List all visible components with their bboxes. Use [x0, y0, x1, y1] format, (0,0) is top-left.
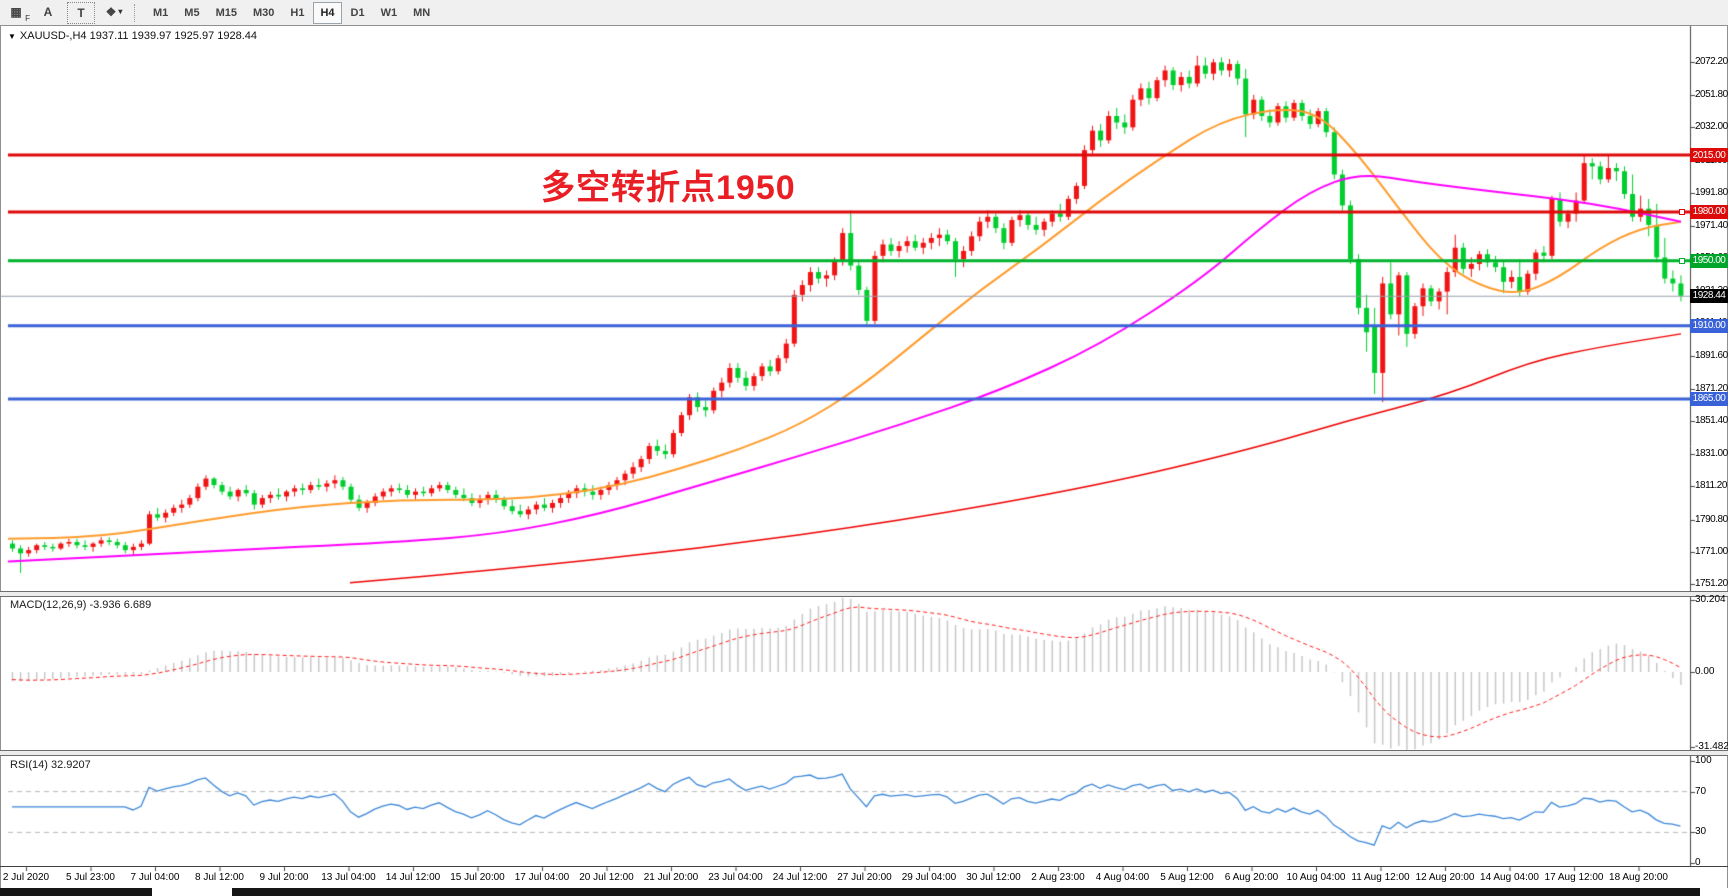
price-tick-label: 1871.20 [1695, 382, 1728, 394]
symbol-ohlc-text: XAUUSD-,H4 1937.11 1939.97 1925.97 1928.… [19, 30, 258, 42]
pane-separator-macd[interactable] [0, 591, 1728, 597]
rsi-indicator-label: RSI(14) 32.9207 [10, 759, 91, 771]
price-level-badge: 1910.00 [1690, 318, 1728, 333]
price-level-badge: 2015.00 [1690, 148, 1728, 162]
price-tick-label: 1771.00 [1695, 545, 1728, 557]
price-tick-label: 1991.80 [1695, 186, 1728, 198]
pane-separator-rsi[interactable] [0, 750, 1728, 756]
price-tick-label: 1831.00 [1695, 448, 1728, 460]
taskbar-segment [232, 888, 1700, 896]
rsi-axis-label: 0 [1695, 857, 1701, 868]
price-tick-label: 1751.20 [1695, 577, 1728, 589]
time-axis-label: 8 Jul 12:00 [195, 872, 244, 883]
price-tick-label: 1811.20 [1695, 480, 1727, 492]
time-axis-label: 12 Aug 20:00 [1415, 872, 1475, 883]
price-level-badge: 1980.00 [1690, 204, 1728, 219]
bottom-edge [0, 888, 1728, 896]
time-axis-label: 14 Jul 12:00 [385, 872, 441, 883]
time-axis-label: 4 Aug 04:00 [1095, 872, 1150, 883]
rsi-axis-label: 70 [1695, 785, 1707, 797]
price-tick-label: 1891.60 [1695, 349, 1728, 361]
time-axis-label: 30 Jul 12:00 [966, 872, 1021, 883]
time-axis-label: 5 Jul 23:00 [66, 872, 115, 883]
time-axis-label: 2 Aug 23:00 [1031, 872, 1085, 883]
rsi-axis-label: 100 [1695, 755, 1712, 766]
time-axis-label: 10 Aug 04:00 [1286, 872, 1346, 883]
time-axis-label: 13 Jul 04:00 [321, 872, 376, 883]
time-axis-label: 20 Jul 12:00 [579, 872, 634, 883]
rsi-axis-label: 30 [1695, 826, 1707, 838]
time-axis-label: 29 Jul 04:00 [901, 872, 957, 883]
time-axis-label: 23 Jul 04:00 [708, 872, 763, 883]
price-tick-label: 2032.00 [1695, 121, 1728, 133]
price-tick-label: 1851.40 [1695, 415, 1728, 427]
time-axis-label: 7 Jul 04:00 [130, 872, 180, 883]
price-tick-label: 1971.40 [1695, 219, 1728, 231]
chart-dropdown-icon[interactable]: ▼ [8, 32, 16, 41]
macd-axis-label: -31.482 [1695, 741, 1728, 753]
time-axis-label: 2 Jul 2020 [2, 872, 50, 883]
time-axis-label: 18 Aug 20:00 [1609, 872, 1668, 883]
price-level-badge: 1928.44 [1690, 288, 1728, 303]
price-tick-label: 1790.80 [1695, 513, 1728, 525]
annotation-text[interactable]: 多空转折点1950 [541, 169, 796, 207]
chart-title: ▼ XAUUSD-,H4 1937.11 1939.97 1925.97 1928… [8, 30, 257, 42]
time-axis-label: 14 Aug 04:00 [1480, 872, 1539, 883]
time-axis-label: 21 Jul 20:00 [643, 872, 699, 883]
price-level-badge: 1950.00 [1690, 253, 1728, 268]
price-level-badge: 1865.00 [1690, 391, 1728, 406]
time-axis-label: 15 Jul 20:00 [450, 872, 505, 883]
time-axis-line [0, 866, 1728, 867]
macd-axis-label: 0.00 [1695, 666, 1715, 677]
time-axis-label: 5 Aug 12:00 [1160, 872, 1214, 883]
macd-axis-label: 30.204 [1695, 593, 1726, 605]
line-drag-handle[interactable] [1679, 208, 1685, 215]
price-tick-label: 2051.80 [1695, 89, 1728, 101]
time-axis-label: 27 Jul 20:00 [837, 872, 892, 883]
time-axis-label: 11 Aug 12:00 [1351, 872, 1410, 883]
macd-indicator-label: MACD(12,26,9) -3.936 6.689 [10, 599, 152, 611]
time-axis-label: 9 Jul 20:00 [259, 872, 309, 883]
time-axis-label: 17 Jul 04:00 [514, 872, 570, 883]
time-axis-label: 24 Jul 12:00 [772, 872, 828, 883]
line-drag-handle[interactable] [1679, 257, 1685, 264]
time-axis-label: 17 Aug 12:00 [1544, 872, 1604, 883]
price-tick-label: 2072.20 [1695, 56, 1728, 67]
time-axis-label: 6 Aug 20:00 [1224, 872, 1279, 883]
taskbar-segment [0, 888, 152, 896]
